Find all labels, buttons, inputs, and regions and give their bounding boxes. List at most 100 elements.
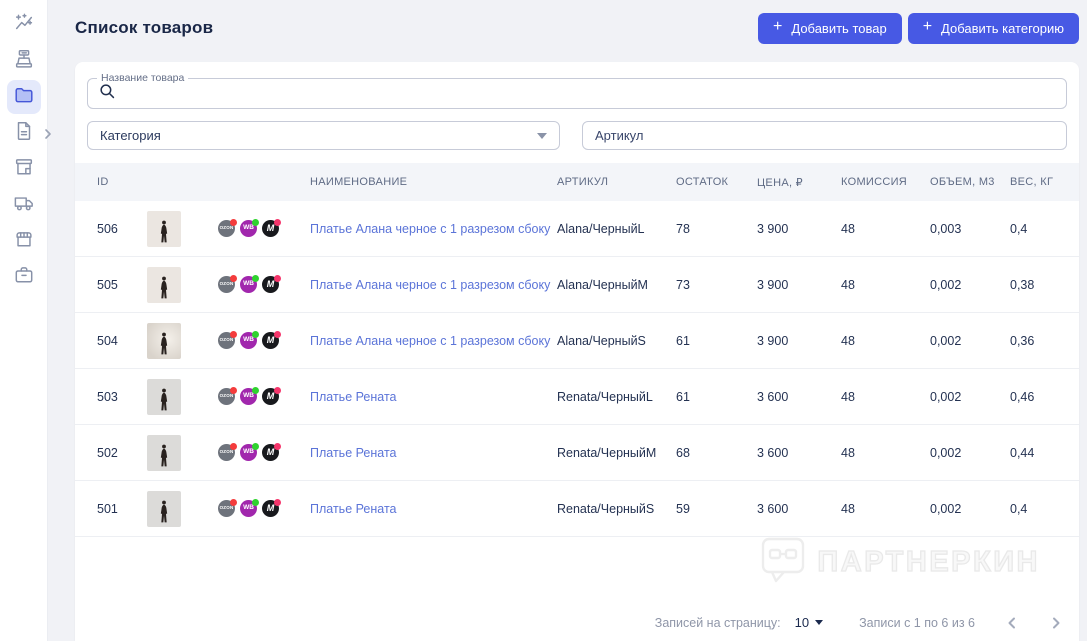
- product-thumbnail: [147, 210, 181, 247]
- add-product-button[interactable]: + Добавить товар: [758, 12, 902, 44]
- megamarket-label: M: [266, 391, 275, 401]
- chevron-right-icon[interactable]: [44, 127, 52, 145]
- product-commission: 48: [841, 445, 855, 460]
- product-image-cell: [147, 434, 218, 471]
- plus-icon: +: [922, 18, 933, 35]
- product-stock: 78: [676, 221, 690, 236]
- sidebar-item-cash-register[interactable]: [7, 44, 41, 78]
- status-dot-icon: [230, 275, 237, 282]
- next-page-button[interactable]: [1049, 616, 1063, 630]
- status-dot-icon: [230, 387, 237, 394]
- product-volume: 0,002: [930, 445, 962, 460]
- header-actions: + Добавить товар + Добавить категорию: [758, 12, 1079, 44]
- add-category-label: Добавить категорию: [941, 20, 1064, 36]
- product-price: 3 900: [757, 277, 789, 292]
- product-stock: 61: [676, 389, 690, 404]
- status-dot-icon: [252, 219, 259, 226]
- products-table: ID НАИМЕНОВАНИЕ АРТИКУЛ ОСТАТОК ЦЕНА, ₽ …: [75, 163, 1079, 537]
- wildberries-label: WB: [243, 224, 254, 232]
- product-name-link[interactable]: Платье Алана черное с 1 разрезом сбоку: [310, 277, 551, 292]
- product-image-cell: [147, 322, 218, 359]
- delivery-truck-icon: [13, 192, 35, 219]
- status-dot-icon: [230, 443, 237, 450]
- sidebar-item-store[interactable]: [7, 152, 41, 186]
- product-weight: 0,4: [1010, 221, 1028, 236]
- wildberries-label: WB: [243, 336, 254, 344]
- search-icon: [98, 82, 117, 106]
- wildberries-badge: WB: [240, 275, 259, 293]
- product-sku: Alana/ЧерныйM: [557, 277, 648, 292]
- sidebar-item-products[interactable]: [6, 80, 41, 114]
- product-id: 501: [97, 501, 118, 516]
- product-name-input[interactable]: [125, 79, 1056, 108]
- megamarket-label: M: [266, 279, 275, 289]
- ozon-label: OZON: [219, 337, 234, 343]
- sidebar-item-briefcase[interactable]: [7, 260, 41, 294]
- column-name: НАИМЕНОВАНИЕ: [310, 176, 408, 188]
- product-id: 506: [97, 221, 118, 236]
- product-weight: 0,44: [1010, 445, 1035, 460]
- status-dot-icon: [230, 499, 237, 506]
- sidebar-item-shop[interactable]: [7, 224, 41, 258]
- product-name-link[interactable]: Платье Рената: [310, 389, 397, 404]
- store-icon: [13, 156, 35, 183]
- product-id: 505: [97, 277, 118, 292]
- product-commission: 48: [841, 221, 855, 236]
- megamarket-badge: M: [262, 387, 281, 405]
- per-page-select[interactable]: 10: [795, 615, 824, 630]
- cash-register-icon: [13, 48, 35, 75]
- product-id: 502: [97, 445, 118, 460]
- status-dot-icon: [274, 499, 281, 506]
- page-title: Список товаров: [75, 18, 214, 37]
- column-volume: ОБЪЕМ, М3: [930, 176, 995, 188]
- category-select-value: Категория: [100, 128, 161, 143]
- category-select[interactable]: Категория: [87, 121, 560, 150]
- wildberries-label: WB: [243, 280, 254, 288]
- product-name-link[interactable]: Платье Алана черное с 1 разрезом сбоку: [310, 333, 551, 348]
- sku-input[interactable]: [583, 122, 1066, 149]
- briefcase-icon: [13, 264, 35, 291]
- status-dot-icon: [274, 219, 281, 226]
- marketplace-badges: OZON WB M: [218, 387, 310, 405]
- status-dot-icon: [274, 443, 281, 450]
- table-header: ID НАИМЕНОВАНИЕ АРТИКУЛ ОСТАТОК ЦЕНА, ₽ …: [75, 163, 1079, 201]
- status-dot-icon: [252, 499, 259, 506]
- marketplace-badges: OZON WB M: [218, 275, 310, 293]
- status-dot-icon: [252, 275, 259, 282]
- product-stock: 59: [676, 501, 690, 516]
- wildberries-label: WB: [243, 448, 254, 456]
- product-thumbnail: [147, 490, 181, 527]
- product-image-cell: [147, 490, 218, 527]
- sidebar-item-analytics[interactable]: [7, 8, 41, 42]
- analytics-icon: [13, 12, 35, 39]
- ozon-badge: OZON: [218, 499, 237, 517]
- ozon-label: OZON: [219, 225, 234, 231]
- product-stock: 68: [676, 445, 690, 460]
- watermark: ПАРТНЕРКИН: [759, 535, 1040, 590]
- sidebar-item-documents[interactable]: [7, 116, 51, 150]
- product-sku: Alana/ЧерныйS: [557, 333, 646, 348]
- wildberries-badge: WB: [240, 387, 259, 405]
- product-thumbnail: [147, 434, 181, 471]
- table-row: 505 OZON WB M Платье Алана черное с 1 разр…: [75, 257, 1079, 313]
- product-commission: 48: [841, 389, 855, 404]
- prev-page-button[interactable]: [1005, 616, 1019, 630]
- product-price: 3 600: [757, 445, 789, 460]
- add-product-label: Добавить товар: [791, 20, 887, 36]
- dress-model-image: [160, 444, 168, 466]
- product-name-link[interactable]: Платье Рената: [310, 501, 397, 516]
- product-commission: 48: [841, 501, 855, 516]
- product-price: 3 600: [757, 501, 789, 516]
- sidebar-item-delivery[interactable]: [7, 188, 41, 222]
- product-image-cell: [147, 210, 218, 247]
- wildberries-badge: WB: [240, 443, 259, 461]
- add-category-button[interactable]: + Добавить категорию: [907, 12, 1079, 44]
- ozon-badge: OZON: [218, 219, 237, 237]
- chevron-down-icon: [815, 620, 824, 625]
- megamarket-badge: M: [262, 219, 281, 237]
- product-name-link[interactable]: Платье Рената: [310, 445, 397, 460]
- product-name-link[interactable]: Платье Алана черное с 1 разрезом сбоку: [310, 221, 551, 236]
- product-sku: Renata/ЧерныйL: [557, 389, 653, 404]
- sidebar: [0, 0, 51, 641]
- marketplace-badges: OZON WB M: [218, 499, 310, 517]
